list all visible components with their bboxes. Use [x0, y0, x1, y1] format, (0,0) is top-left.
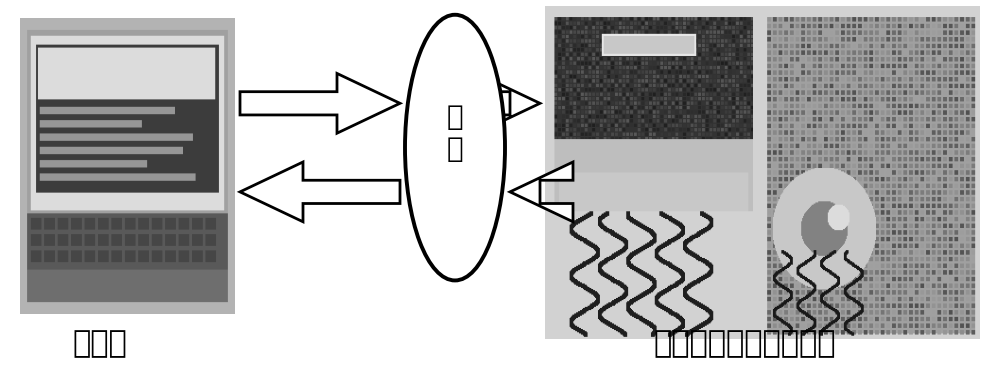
FancyArrow shape: [510, 162, 573, 222]
FancyArrow shape: [477, 73, 540, 133]
Ellipse shape: [405, 15, 505, 280]
Text: 网
络: 网 络: [447, 103, 463, 163]
FancyArrow shape: [240, 162, 400, 222]
FancyArrow shape: [240, 73, 400, 133]
Text: 控制器: 控制器: [73, 329, 127, 358]
Text: 电机、传感器、电路板: 电机、传感器、电路板: [654, 329, 836, 358]
